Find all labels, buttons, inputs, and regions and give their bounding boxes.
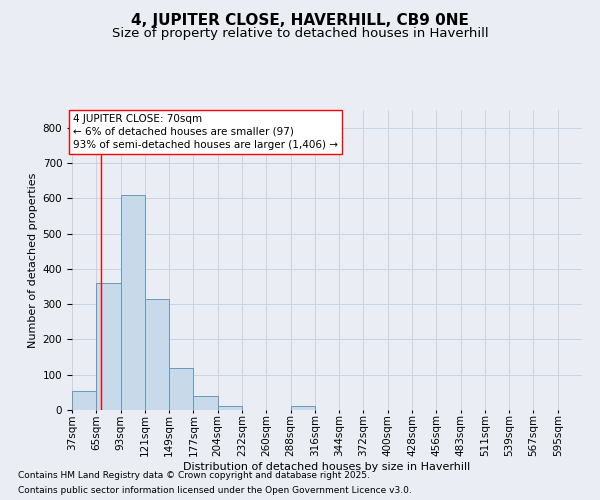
Bar [169,368,193,410]
Text: 4, JUPITER CLOSE, HAVERHILL, CB9 0NE: 4, JUPITER CLOSE, HAVERHILL, CB9 0NE [131,12,469,28]
Text: Contains public sector information licensed under the Open Government Licence v3: Contains public sector information licen… [18,486,412,495]
Bar [121,194,145,410]
Y-axis label: Number of detached properties: Number of detached properties [28,172,38,348]
Bar [193,396,218,410]
Bar [145,299,169,410]
Bar [218,406,242,410]
X-axis label: Distribution of detached houses by size in Haverhill: Distribution of detached houses by size … [184,462,470,472]
Text: Size of property relative to detached houses in Haverhill: Size of property relative to detached ho… [112,28,488,40]
Text: 4 JUPITER CLOSE: 70sqm
← 6% of detached houses are smaller (97)
93% of semi-deta: 4 JUPITER CLOSE: 70sqm ← 6% of detached … [73,114,338,150]
Bar [290,406,315,410]
Bar [72,390,96,410]
Text: Contains HM Land Registry data © Crown copyright and database right 2025.: Contains HM Land Registry data © Crown c… [18,471,370,480]
Bar [96,283,121,410]
